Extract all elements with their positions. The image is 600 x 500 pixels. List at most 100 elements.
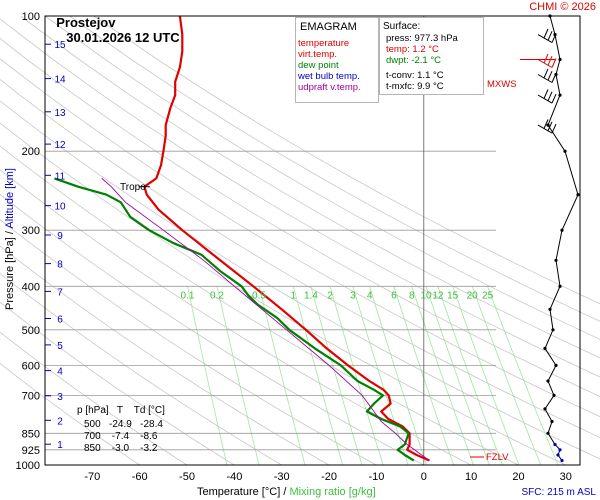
- mixing-ratio-label: 15: [447, 290, 459, 301]
- mixing-ratio-line: [187, 286, 228, 466]
- pressure-tick-label: 850: [22, 428, 40, 440]
- mixing-ratio-label: 0.1: [181, 290, 195, 301]
- x-axis-title-sep: /: [280, 486, 290, 498]
- altitude-tick-label: 4: [57, 367, 63, 378]
- wind-barb: [551, 123, 557, 134]
- wind-point: [558, 57, 562, 62]
- surface-info-panel: Surface: press: 977.3 hPa temp: 1.2 °C d…: [379, 17, 484, 95]
- wind-point: [556, 453, 560, 457]
- sounding-datetime: 30.01.2026 12 UTC: [66, 30, 180, 45]
- legend-item-virt-temp: virt.temp.: [298, 49, 338, 60]
- level-table-row: 500 -24.9 -28.4: [84, 419, 163, 430]
- wind-barb: [547, 55, 553, 66]
- temperature-tick-label: -30: [274, 471, 290, 483]
- temperature-tick-label: 20: [512, 471, 524, 483]
- wind-point: [554, 363, 558, 367]
- temperature-tick-label: -20: [321, 471, 337, 483]
- station-name: Prostejov: [56, 15, 116, 30]
- surface-tconv: t-conv: 1.1 °C: [386, 70, 444, 81]
- tick-labels: 0.1 0.2 0.5 1 1.4 2 3 4 6 8 10 12 15 20 25100200300400…: [16, 11, 572, 483]
- dry-adiabat: [93, 15, 600, 305]
- surface-temp: temp: 1.2 °C: [386, 44, 439, 55]
- mixing-ratio-label: 10: [420, 290, 432, 301]
- dry-adiabat: [0, 100, 600, 460]
- udpraft-v-temp-line: [101, 178, 430, 461]
- mixing-ratio-label: 8: [409, 290, 415, 301]
- wind-barb: [537, 59, 553, 68]
- wind-barb: [551, 73, 557, 83]
- wind-barb: [543, 68, 549, 79]
- wind-point: [576, 193, 580, 197]
- plot-frame: [44, 15, 581, 466]
- wind-barb: [537, 34, 553, 44]
- altitude-tick-label: 7: [57, 287, 63, 298]
- wind-barb: [537, 124, 553, 134]
- altitude-tick-label: 13: [54, 108, 66, 119]
- mixing-ratio-label: 1.4: [304, 290, 318, 301]
- wind-barb: [543, 119, 549, 129]
- temperature-tick-label: -70: [84, 471, 100, 483]
- sounding-profiles: [54, 15, 555, 462]
- temperature-tick-label: -10: [368, 471, 384, 483]
- wind-barb: [537, 74, 553, 83]
- x-axis-title-temp: Temperature [°C]: [197, 486, 281, 498]
- y-axis-title-sep: /: [4, 228, 16, 238]
- altitude-tick-label: 1: [57, 440, 63, 451]
- altitude-tick-label: 14: [54, 75, 66, 86]
- copyright-label: CHMI © 2026: [529, 1, 596, 13]
- temperature-tick-label: -50: [179, 471, 195, 483]
- legend-item-wet-bulb: wet bulb temp.: [298, 71, 360, 82]
- wind-point: [550, 419, 554, 424]
- pressure-tick-label: 700: [22, 390, 40, 402]
- mixing-ratio-label: 6: [391, 290, 397, 301]
- wind-barb: [551, 58, 557, 68]
- surface-press: press: 977.3 hPa: [386, 33, 458, 44]
- level-table-row: 850 -3.0 -3.2: [84, 443, 158, 454]
- wind-point: [558, 448, 562, 452]
- wind-point: [543, 407, 547, 411]
- pressure-tick-label: 200: [22, 146, 40, 158]
- mixing-ratio-line: [369, 286, 428, 466]
- mixing-ratio-label: 25: [482, 290, 494, 301]
- legend-item-temperature: temperature: [298, 38, 350, 49]
- station-title: Prostejov 30.01.2026 12 UTC: [49, 0, 180, 45]
- wind-barb: [543, 28, 549, 39]
- y-axis-title-pressure: Pressure [hPa]: [4, 237, 16, 310]
- mixing-ratio-label: 2: [327, 290, 333, 301]
- surface-dwpt: dwpt: -2.1 °C: [386, 55, 442, 66]
- wind-point: [551, 328, 555, 332]
- wind-barb: [547, 121, 553, 132]
- dry-adiabat: [44, 15, 600, 340]
- mixing-ratio-label: 20: [467, 290, 479, 301]
- mixing-ratio-label: 0.2: [210, 290, 224, 301]
- temperature-tick-label: 30: [560, 471, 572, 483]
- legend-item-updraft-vtemp: udpraft v.temp.: [298, 82, 361, 93]
- mixing-ratio-line: [437, 286, 503, 466]
- wind-point: [560, 458, 564, 463]
- wind-barb: [551, 33, 557, 43]
- temperature-tick-label: -40: [226, 471, 242, 483]
- dry-adiabat: [0, 245, 330, 466]
- dry-adiabat: [69, 15, 600, 322]
- temperature-line: [143, 15, 430, 462]
- wind-point: [552, 393, 556, 397]
- y-axis-title-altitude: Altitude [km]: [4, 168, 16, 229]
- altitude-tick-label: 15: [54, 40, 66, 51]
- dry-adiabat: [0, 58, 600, 418]
- mixing-ratio-line: [452, 286, 520, 466]
- surface-title: Surface:: [383, 21, 421, 32]
- legend-item-dew-point: dew point: [298, 60, 339, 71]
- y-axis-title: Pressure [hPa] / Altitude [km]: [4, 149, 16, 329]
- pressure-tick-label: 300: [22, 225, 40, 237]
- level-table-row: 700 -7.4 -8.6: [84, 431, 158, 442]
- altitude-tick-label: 5: [57, 341, 63, 352]
- wind-barb: [537, 94, 553, 104]
- wind-point: [560, 228, 564, 232]
- wind-hodograph-line: [544, 15, 579, 461]
- temperature-tick-label: 10: [465, 471, 477, 483]
- altitude-tick-label: 2: [57, 416, 63, 427]
- mixing-ratio-line: [487, 286, 559, 466]
- wind-barb: [547, 91, 553, 102]
- mixing-ratio-line: [425, 286, 490, 466]
- legend-panel: EMAGRAM temperature virt.temp. dew point…: [295, 17, 379, 103]
